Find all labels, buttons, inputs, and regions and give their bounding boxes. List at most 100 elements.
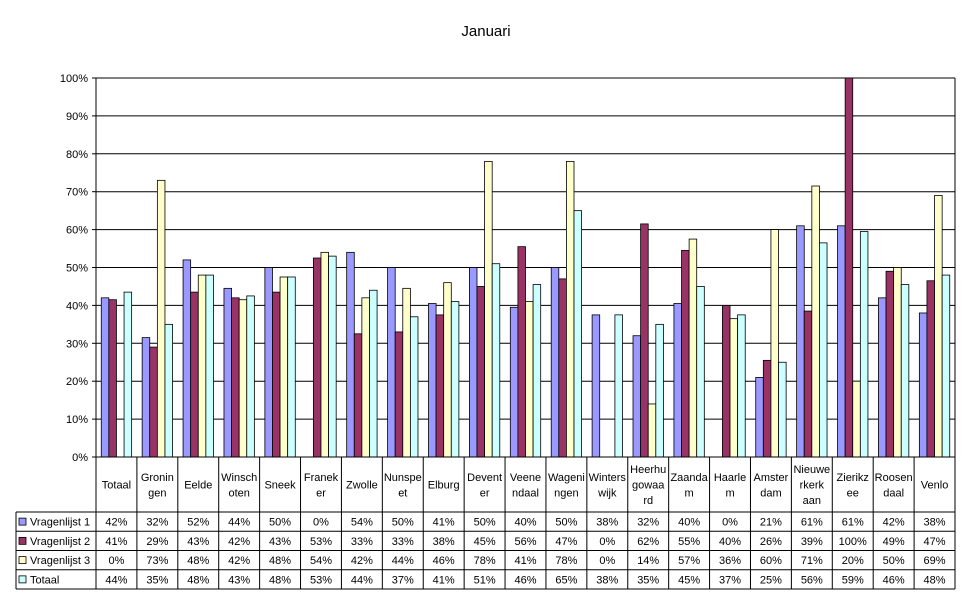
bar-vragenlijst-2 [762,359,772,458]
data-label: 43% [269,536,291,548]
bar-totaal [696,286,705,458]
data-label: 42% [105,517,127,529]
data-label: 69% [924,555,946,567]
data-label: 65% [555,574,577,586]
data-label: 48% [269,574,291,586]
category-label: Winters wijk [589,472,627,500]
data-label: 35% [146,574,168,586]
category-label: Wageni ngen [548,472,585,500]
data-label: 33% [351,536,373,548]
data-label: 53% [310,574,332,586]
bar-totaal [778,361,787,458]
bar-totaal [859,231,869,458]
data-label: 55% [678,536,700,548]
bar-vragenlijst-3 [156,179,166,458]
bar-vragenlijst-2 [722,304,731,458]
bar-totaal [450,301,460,458]
bar-vragenlijst-1 [878,297,887,458]
bar-vragenlijst-3 [647,403,657,458]
data-label: 44% [105,574,127,586]
bar-vragenlijst-3 [525,301,534,458]
bar-vragenlijst-2 [353,333,363,458]
data-label: 46% [514,574,536,586]
bar-totaal [123,291,133,458]
data-label: 48% [187,555,209,567]
y-tick-label: 30% [66,338,88,350]
data-label: 32% [146,517,168,529]
data-label: 40% [514,517,536,529]
bar-vragenlijst-2 [312,257,322,458]
bar-totaal [655,323,664,458]
data-label: 21% [760,517,782,529]
legend-label: Vragenlijst 1 [30,517,90,529]
data-label: 40% [719,536,741,548]
y-tick-label: 0% [72,452,88,464]
bar-vragenlijst-2 [681,250,690,458]
y-tick-label: 80% [66,149,88,161]
bar-vragenlijst-3 [688,238,698,458]
data-label: 38% [433,536,455,548]
bar-vragenlijst-3 [852,380,861,458]
y-tick-label: 50% [66,263,88,275]
bar-vragenlijst-2 [476,286,485,458]
data-label: 14% [637,555,659,567]
data-label: 38% [596,574,618,586]
bar-vragenlijst-2 [190,291,199,458]
bar-vragenlijst-2 [926,280,935,458]
data-table: Totaal Gronin gen Eelde Winsch oten Sneek Frane… [15,457,956,590]
bar-vragenlijst-1 [141,337,151,458]
bar-vragenlijst-1 [509,306,519,458]
bar-vragenlijst-2 [394,331,404,458]
bar-vragenlijst-2 [435,314,445,458]
data-label: 53% [310,536,332,548]
data-label: 0% [599,536,615,548]
data-label: 48% [269,555,291,567]
bar-vragenlijst-1 [591,314,601,458]
y-axis-ticks: 0% 10% 20% 30% 40% 50% 60% 70% 80% 90% 100% [60,73,96,464]
bar-totaal [491,263,501,458]
data-label: 56% [514,536,536,548]
chart-title: Januari [461,23,510,40]
bar-vragenlijst-3 [238,299,248,458]
bar-vragenlijst-1 [100,297,110,458]
bars [96,77,955,458]
data-label: 50% [555,517,577,529]
bar-vragenlijst-1 [468,267,478,458]
bar-vragenlijst-3 [402,287,411,458]
category-label: Roosen daal [875,472,913,500]
data-label: 0% [599,555,615,567]
data-label: 46% [433,555,455,567]
data-label: 38% [924,517,946,529]
bar-vragenlijst-3 [934,195,943,458]
bar-vragenlijst-3 [811,185,820,458]
data-label: 29% [146,536,168,548]
bar-vragenlijst-3 [729,318,739,458]
bar-vragenlijst-3 [443,282,452,458]
data-label: 42% [883,517,905,529]
data-label: 45% [474,536,496,548]
data-label: 71% [801,555,823,567]
y-tick-label: 10% [66,414,88,426]
bar-totaal [737,314,746,458]
bar-vragenlijst-1 [837,225,846,458]
legend-label: Vragenlijst 3 [30,555,90,567]
data-label: 0% [313,517,329,529]
category-label: Zierikz ee [837,472,869,500]
data-label: 42% [228,536,250,548]
bar-totaal [328,255,337,458]
data-label: 0% [722,517,738,529]
category-label: Venlo [921,480,949,492]
bar-totaal [369,289,378,458]
category-label: Nunspe et [384,472,422,500]
category-label: Elburg [428,480,460,492]
data-label: 32% [637,517,659,529]
bar-vragenlijst-3 [566,160,575,458]
bar-vragenlijst-2 [149,346,158,458]
data-label: 100% [839,536,867,548]
data-label: 35% [637,574,659,586]
data-label: 49% [883,536,905,548]
data-label: 46% [883,574,905,586]
data-label: 39% [801,536,823,548]
bar-totaal [246,295,255,458]
data-label: 43% [187,536,209,548]
